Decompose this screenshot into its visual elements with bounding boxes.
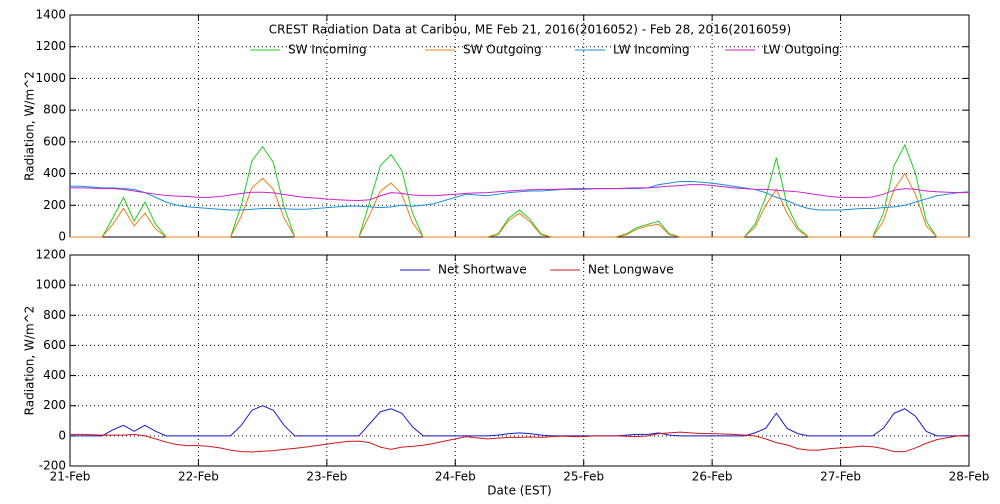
x-axis-label: Date (EST) — [487, 484, 551, 498]
x-tick-label: 27-Feb — [820, 470, 861, 484]
x-tick-label: 24-Feb — [435, 470, 476, 484]
y-tick-label: 0 — [58, 230, 66, 244]
y-tick-label: 1200 — [35, 39, 66, 53]
y-tick-label: 600 — [43, 338, 66, 352]
plot-frame — [69, 14, 970, 238]
y-tick-label: 400 — [43, 166, 66, 180]
series-line — [70, 405, 969, 437]
x-tick-label: 21-Feb — [50, 470, 91, 484]
x-tick-label: 25-Feb — [563, 470, 604, 484]
x-tick-label: 26-Feb — [692, 470, 733, 484]
x-tick-label: 23-Feb — [306, 470, 347, 484]
y-axis-label: Radiation, W/m^2 — [23, 71, 37, 181]
y-tick-label: 200 — [43, 398, 66, 412]
legend-label: Net Shortwave — [438, 263, 527, 277]
x-tick-label: 22-Feb — [178, 470, 219, 484]
plot-frame — [69, 254, 970, 467]
series-line — [70, 172, 969, 238]
y-tick-label: 600 — [43, 134, 66, 148]
y-tick-label: 1400 — [35, 8, 66, 22]
y-tick-label: 1000 — [35, 278, 66, 292]
y-tick-label: -200 — [39, 459, 66, 473]
x-tick-label: 28-Feb — [949, 470, 990, 484]
legend-label: SW Outgoing — [463, 43, 542, 57]
y-tick-label: 1200 — [35, 248, 66, 262]
y-tick-label: 800 — [43, 308, 66, 322]
legend-label: LW Incoming — [613, 43, 690, 57]
series-line — [70, 184, 969, 202]
series-line — [70, 181, 970, 211]
chart-title: CREST Radiation Data at Caribou, ME Feb … — [269, 23, 791, 37]
legend-label: LW Outgoing — [763, 43, 840, 57]
legend-label: SW Incoming — [288, 43, 367, 57]
y-tick-label: 200 — [43, 198, 66, 212]
y-tick-label: 400 — [43, 368, 66, 382]
legend-label: Net Longwave — [588, 263, 674, 277]
y-tick-label: 1000 — [35, 71, 66, 85]
y-tick-label: 0 — [58, 428, 66, 442]
series-line — [70, 431, 970, 453]
y-tick-label: 800 — [43, 103, 66, 117]
y-axis-label: Radiation, W/m^2 — [23, 306, 37, 416]
